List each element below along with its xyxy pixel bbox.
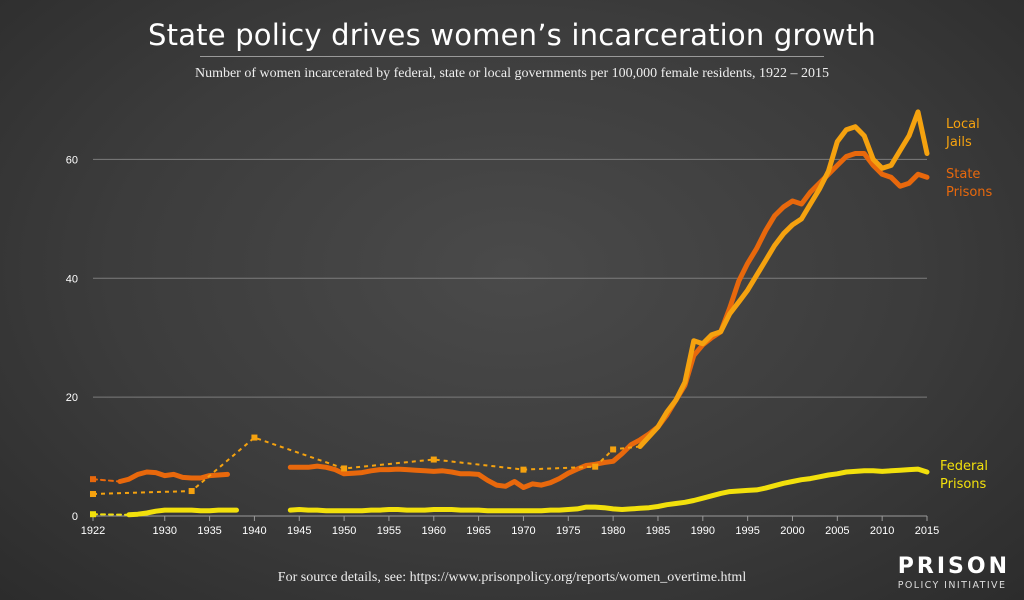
prison-policy-logo: PRISON POLICY INITIATIVE: [897, 554, 1010, 592]
local-jails-dashed-line: [92, 436, 641, 495]
x-tick-label: 1990: [691, 525, 715, 537]
y-tick-label: 40: [66, 273, 78, 285]
series-labels: Federal Prisons State Prisons Local Jails: [940, 117, 993, 492]
x-tick-label: 1940: [242, 525, 266, 537]
state-prisons-segment: [287, 151, 930, 490]
chart-title: State policy drives women’s incarceratio…: [148, 18, 876, 52]
y-tick-label: 60: [66, 154, 78, 166]
local-jails-point: [341, 465, 348, 472]
x-tick-label: 1930: [152, 525, 176, 537]
x-tick-label: 2005: [825, 525, 849, 537]
state-prisons-label: State: [946, 167, 980, 182]
x-tick-label: 1985: [646, 525, 670, 537]
local-jails-label: Jails: [945, 135, 972, 150]
local-jails-point: [592, 463, 599, 470]
x-tick-label: 1975: [556, 525, 580, 537]
y-tick-label: 20: [66, 392, 78, 404]
state-prisons-segment: [92, 478, 121, 483]
state-prisons-point: [90, 476, 96, 483]
x-tick-label: 2015: [915, 525, 939, 537]
chart-subtitle: Number of women incarcerated by federal,…: [194, 66, 830, 81]
logo-main-text: PRISON: [897, 554, 1010, 579]
state-prisons-label: Prisons: [946, 185, 993, 200]
y-axis-ticks: 0 20 40 60: [66, 154, 78, 523]
local-jails-point: [90, 491, 96, 498]
x-tick-label: 1955: [377, 525, 401, 537]
federal-prisons-segment: [126, 507, 239, 518]
federal-prisons-segment: [287, 466, 930, 514]
grid-lines: [93, 158, 927, 517]
x-tick-label: 1922: [81, 525, 105, 537]
x-tick-label: 1995: [735, 525, 759, 537]
local-jails-point: [610, 446, 617, 453]
state-prisons-segment: [117, 469, 230, 484]
federal-prisons-point: [90, 511, 96, 518]
federal-prisons-segment: [92, 513, 130, 516]
x-tick-label: 2000: [780, 525, 804, 537]
local-jails-line: [637, 109, 930, 449]
local-jails-point: [430, 456, 437, 463]
x-tick-label: 1970: [511, 525, 535, 537]
federal-prisons-label: Federal: [940, 459, 988, 474]
x-tick-label: 1960: [422, 525, 446, 537]
x-tick-label: 1965: [466, 525, 490, 537]
x-tick-label: 1950: [332, 525, 356, 537]
x-tick-label: 1935: [197, 525, 221, 537]
federal-prisons-label: Prisons: [940, 477, 987, 492]
x-axis-ticks: 1922 1930 1935 1940 1945 1950 1955 1960 1965 1970…: [81, 516, 939, 537]
local-jails-point: [188, 488, 195, 495]
logo-sub-text: POLICY INITIATIVE: [897, 580, 1007, 591]
source-note: For source details, see: https://www.pri…: [277, 570, 747, 585]
x-tick-label: 1980: [601, 525, 625, 537]
x-tick-label: 1945: [287, 525, 311, 537]
local-jails-point: [251, 434, 258, 441]
x-tick-label: 2010: [870, 525, 894, 537]
y-tick-label: 0: [72, 511, 78, 523]
local-jails-point: [520, 466, 527, 473]
series-lines: [90, 109, 930, 518]
title-underline: [200, 56, 824, 57]
local-jails-label: Local: [946, 117, 980, 132]
